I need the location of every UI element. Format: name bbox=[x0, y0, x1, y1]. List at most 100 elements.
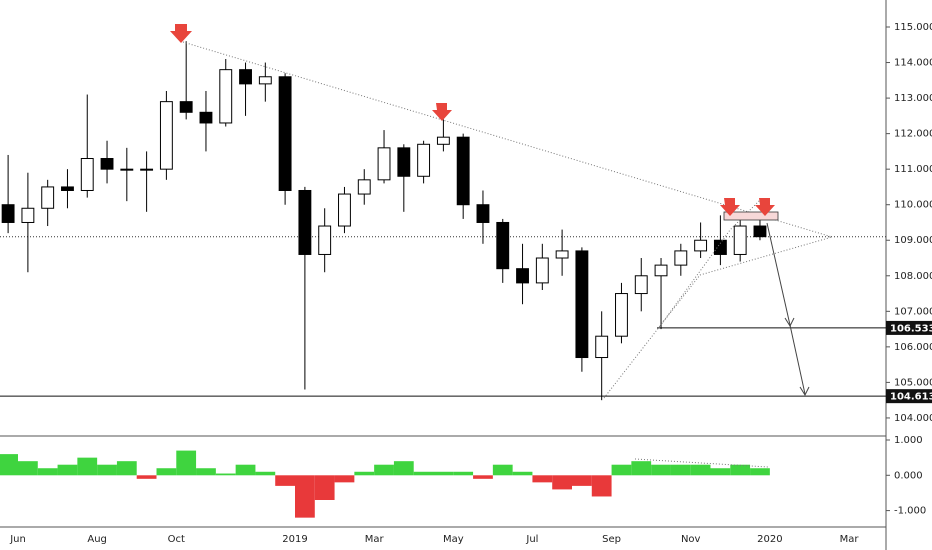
candle-body bbox=[615, 293, 628, 337]
histogram-bar bbox=[176, 450, 197, 476]
x-tick-label: Sep bbox=[602, 534, 621, 545]
y-tick-label: 1.000 bbox=[894, 435, 923, 446]
candle-body bbox=[100, 158, 114, 170]
marker-arrow bbox=[720, 198, 740, 216]
candle-body bbox=[753, 225, 767, 238]
histogram-bar bbox=[492, 464, 513, 476]
level-label-box bbox=[886, 389, 932, 404]
histogram-bar bbox=[275, 475, 295, 486]
histogram-bar bbox=[730, 464, 751, 476]
trend-line bbox=[659, 199, 761, 327]
y-tick-label: 110.000 bbox=[894, 200, 932, 211]
y-tick-label: 106.000 bbox=[894, 342, 932, 353]
y-tick-label: 0.000 bbox=[894, 470, 923, 481]
y-tick-label: 105.000 bbox=[894, 377, 932, 388]
marker-arrow bbox=[170, 24, 192, 43]
histogram-bar bbox=[710, 468, 731, 476]
candle-body bbox=[397, 147, 411, 177]
histogram-bar bbox=[0, 454, 18, 476]
y-tick-label: 108.000 bbox=[894, 271, 932, 282]
candle-body bbox=[338, 193, 351, 227]
candle-body bbox=[377, 147, 391, 181]
histogram-bar bbox=[295, 475, 315, 518]
candle-body bbox=[733, 225, 747, 255]
histogram-bar bbox=[314, 475, 335, 500]
candle-body bbox=[80, 158, 94, 191]
histogram-bar bbox=[572, 475, 592, 486]
histogram-bar bbox=[37, 468, 58, 476]
candle-body bbox=[21, 207, 35, 223]
trend-line bbox=[182, 41, 833, 238]
candle-body bbox=[258, 76, 272, 85]
trend-line bbox=[603, 236, 833, 399]
candle-body bbox=[1, 204, 15, 223]
x-tick-label: Mar bbox=[365, 534, 385, 545]
y-tick-label: 114.000 bbox=[894, 58, 932, 69]
candle-body bbox=[674, 250, 688, 266]
x-tick-label: 2019 bbox=[282, 534, 307, 545]
histogram-bar bbox=[255, 471, 276, 476]
histogram-bar bbox=[215, 473, 236, 476]
y-tick-label: -1.000 bbox=[894, 506, 926, 517]
histogram-bar bbox=[393, 461, 414, 476]
candle-body bbox=[357, 179, 371, 195]
level-label-box bbox=[886, 320, 932, 335]
candle-body bbox=[436, 136, 450, 145]
marker-arrow bbox=[432, 103, 452, 121]
x-tick-label: Nov bbox=[681, 534, 701, 545]
candle-body bbox=[159, 101, 173, 170]
y-tick-label: 111.000 bbox=[894, 164, 932, 175]
histogram-bar bbox=[354, 471, 375, 476]
candle-body bbox=[140, 168, 154, 171]
candle-body bbox=[456, 136, 470, 206]
y-tick-label: 109.000 bbox=[894, 235, 932, 246]
histogram-bar bbox=[57, 464, 78, 476]
histogram-bar bbox=[334, 475, 355, 483]
histogram-bar bbox=[116, 461, 137, 476]
candle-body bbox=[634, 275, 648, 295]
candle-body bbox=[694, 239, 708, 252]
candle-body bbox=[179, 101, 193, 113]
candle-body bbox=[713, 239, 727, 255]
histogram-bar bbox=[611, 464, 632, 476]
candle-body bbox=[41, 186, 55, 209]
level-label: 106.533 bbox=[890, 323, 932, 334]
marker-arrow bbox=[755, 198, 775, 216]
arrow-head bbox=[784, 317, 810, 397]
oscillator-trend-line bbox=[634, 458, 769, 468]
histogram-bar bbox=[651, 464, 671, 476]
candle-body bbox=[496, 221, 510, 270]
histogram-bar bbox=[532, 475, 553, 483]
x-tick-label: Mar bbox=[840, 534, 860, 545]
histogram-bar bbox=[97, 464, 117, 476]
histogram-bar bbox=[631, 461, 652, 476]
y-tick-label: 113.000 bbox=[894, 93, 932, 104]
histogram-bar bbox=[473, 475, 493, 479]
histogram-bar bbox=[156, 468, 177, 476]
histogram-bar bbox=[670, 464, 691, 476]
y-tick-label: 104.000 bbox=[894, 413, 932, 424]
candle-body bbox=[417, 143, 431, 177]
candle-body bbox=[199, 111, 213, 124]
histogram-bar bbox=[512, 471, 533, 476]
x-tick-label: Jun bbox=[9, 534, 26, 545]
candle-body bbox=[535, 257, 549, 284]
candle-body bbox=[120, 168, 134, 171]
histogram-bar bbox=[235, 464, 256, 476]
resistance-box bbox=[723, 211, 779, 221]
x-tick-label: May bbox=[443, 534, 464, 545]
candle-body bbox=[318, 225, 332, 255]
candle-body bbox=[654, 264, 668, 277]
histogram-bar bbox=[690, 464, 711, 476]
candle-body bbox=[595, 335, 609, 359]
histogram-bar bbox=[433, 471, 454, 476]
candle-body bbox=[476, 204, 490, 223]
histogram-bar bbox=[374, 464, 394, 476]
candle-body bbox=[298, 189, 312, 255]
x-tick-label: Jul bbox=[525, 534, 538, 545]
candle-body bbox=[239, 69, 252, 85]
histogram-bar bbox=[552, 475, 572, 490]
histogram-bar bbox=[453, 471, 474, 476]
